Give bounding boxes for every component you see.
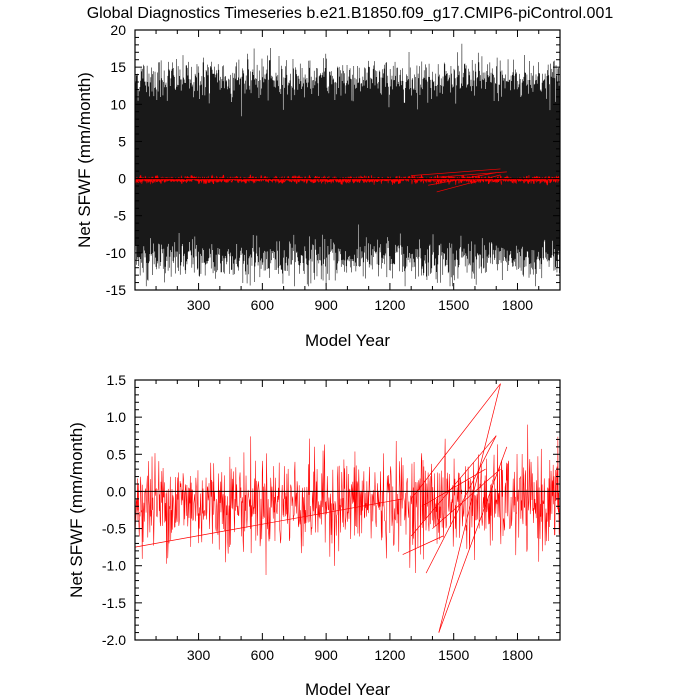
y-tick-label: 10 (110, 96, 126, 112)
y-tick-label: -1.0 (102, 558, 126, 574)
y-tick-label: 0.5 (107, 446, 127, 462)
x-tick-label: 1500 (438, 297, 469, 313)
restart-segment (410, 383, 501, 500)
x-tick-label: 600 (251, 647, 275, 663)
x-tick-label: 1200 (374, 297, 405, 313)
restart-segment (438, 171, 507, 178)
series-monthly-line (135, 43, 560, 287)
x-tick-label: 1800 (502, 647, 533, 663)
restart-segment (438, 446, 508, 633)
y-tick-label: 5 (118, 133, 126, 149)
y-tick-label: -0.5 (102, 521, 126, 537)
y-axis-title: Net SFWF (mm/month) (75, 72, 94, 248)
top-panel: 300 600 900 1200 1500 1800 -15 -10 -5 0 5 10 15 20 Mod… (75, 22, 561, 350)
y-tick-label: -10 (106, 245, 126, 261)
x-tick-label: 1500 (438, 647, 469, 663)
bottom-panel: 300 600 900 1200 1500 1800 -2.0 -1.5 -1.0 -0.5 0.0… (67, 372, 561, 699)
x-tick-label: 1800 (502, 297, 533, 313)
restart-segment (410, 435, 497, 537)
series-annual-line (135, 424, 560, 576)
restart-segment (421, 468, 486, 507)
x-tick-label: 300 (187, 647, 211, 663)
restart-segment (402, 535, 444, 555)
restart-segment (436, 174, 501, 193)
restart-segment (425, 435, 497, 574)
y-tick-label: 1.0 (107, 409, 127, 425)
y-tick-label: -15 (106, 282, 126, 298)
plot-frame (134, 379, 561, 641)
y-tick-label: -5 (114, 208, 127, 224)
x-axis-title: Model Year (305, 331, 390, 350)
x-tick-label: 900 (314, 647, 338, 663)
x-tick-label: 300 (187, 297, 211, 313)
restart-segment (438, 383, 501, 633)
plot-area (135, 43, 560, 287)
y-tick-label: 15 (110, 59, 126, 75)
x-tick-label: 1200 (374, 647, 405, 663)
y-tick-label: 0 (118, 171, 126, 187)
y-tick-label: 20 (110, 22, 126, 38)
y-tick-label: -1.5 (102, 595, 126, 611)
plot-area (135, 383, 560, 633)
restart-segment (411, 168, 501, 176)
y-tick-label: 1.5 (107, 372, 127, 388)
x-axis-title: Model Year (305, 680, 390, 699)
y-axis-title: Net SFWF (mm/month) (67, 422, 86, 598)
restart-segment (135, 498, 403, 548)
x-tick-label: 900 (314, 297, 338, 313)
restart-segment (432, 468, 501, 529)
figure-title: Global Diagnostics Timeseries b.e21.B185… (87, 5, 614, 22)
annual-overlay-line (135, 174, 560, 186)
y-tick-label: 0.0 (107, 483, 127, 499)
x-tick-label: 600 (251, 297, 275, 313)
y-tick-label: -2.0 (102, 632, 126, 648)
